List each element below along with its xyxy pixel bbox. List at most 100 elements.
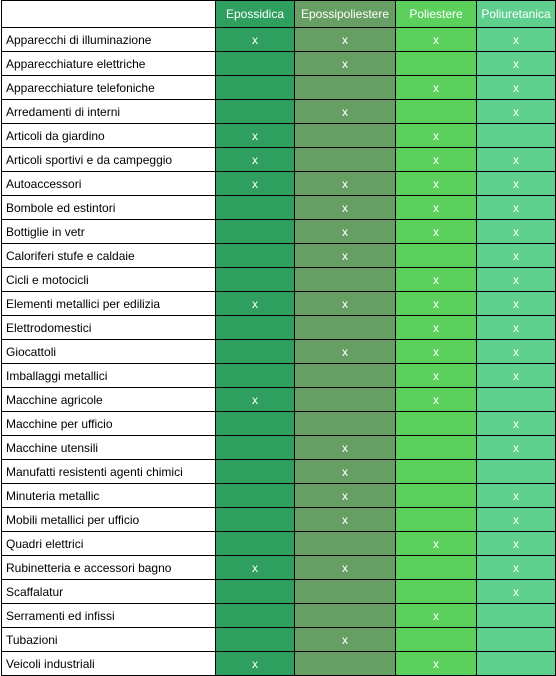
row-label: Bottiglie in vetr (1, 219, 216, 244)
table-row: Macchine utensili x x (1, 435, 556, 460)
mark-cell-poliestere: x (395, 75, 477, 100)
mark-cell-poliestere: x (395, 339, 477, 364)
mark-cell-epossipoliestere: x (294, 99, 396, 124)
table-row: Veicoli industriali x x (1, 651, 556, 676)
mark-cell-epossidica: x (215, 387, 295, 412)
table-row: Cicli e motocicli x x (1, 267, 556, 292)
header-row: Epossidica Epossipoliestere Poliestere P… (1, 0, 556, 28)
mark-cell-epossipoliestere: x (294, 291, 396, 316)
mark-cell-poliuretanica: x (476, 171, 556, 196)
mark-cell-poliestere (395, 555, 477, 580)
mark-cell-poliestere (395, 579, 477, 604)
table-row: Macchine agricole x x (1, 387, 556, 412)
table-row: Autoaccessori x x x x (1, 171, 556, 196)
mark-cell-epossidica (215, 459, 295, 484)
table-row: Bombole ed estintori x x x (1, 195, 556, 220)
row-label: Macchine per ufficio (1, 411, 216, 436)
header-corner-cell (1, 0, 216, 28)
mark-cell-epossidica: x (215, 291, 295, 316)
mark-cell-epossipoliestere (294, 531, 396, 556)
row-label: Quadri elettrici (1, 531, 216, 556)
table-row: Bottiglie in vetr x x x (1, 219, 556, 244)
mark-cell-poliuretanica (476, 627, 556, 652)
table-row: Mobili metallici per ufficio x x (1, 507, 556, 532)
mark-cell-epossidica (215, 267, 295, 292)
row-label: Macchine agricole (1, 387, 216, 412)
mark-cell-poliestere: x (395, 219, 477, 244)
mark-cell-poliuretanica: x (476, 291, 556, 316)
table-row: Minuteria metallic x x (1, 483, 556, 508)
mark-cell-epossipoliestere: x (294, 27, 396, 52)
mark-cell-poliestere: x (395, 147, 477, 172)
mark-cell-poliestere: x (395, 387, 477, 412)
mark-cell-poliestere (395, 507, 477, 532)
mark-cell-poliuretanica: x (476, 195, 556, 220)
mark-cell-poliuretanica: x (476, 483, 556, 508)
row-label: Imballaggi metallici (1, 363, 216, 388)
mark-cell-epossipoliestere (294, 147, 396, 172)
mark-cell-poliestere: x (395, 123, 477, 148)
table-row: Apparecchiature elettriche x x (1, 51, 556, 76)
mark-cell-epossidica (215, 195, 295, 220)
row-label: Macchine utensili (1, 435, 216, 460)
mark-cell-epossipoliestere: x (294, 627, 396, 652)
row-label: Bombole ed estintori (1, 195, 216, 220)
mark-cell-epossipoliestere (294, 75, 396, 100)
row-label: Manufatti resistenti agenti chimici (1, 459, 216, 484)
mark-cell-epossipoliestere: x (294, 435, 396, 460)
mark-cell-epossidica (215, 531, 295, 556)
table-row: Articoli da giardino x x (1, 123, 556, 148)
mark-cell-epossipoliestere (294, 579, 396, 604)
mark-cell-epossidica (215, 315, 295, 340)
mark-cell-poliuretanica: x (476, 27, 556, 52)
mark-cell-poliestere: x (395, 267, 477, 292)
mark-cell-poliuretanica: x (476, 51, 556, 76)
mark-cell-epossipoliestere (294, 267, 396, 292)
table-row: Apparecchiature telefoniche x x (1, 75, 556, 100)
row-label: Apparecchi di illuminazione (1, 27, 216, 52)
mark-cell-poliestere: x (395, 195, 477, 220)
table-row: Imballaggi metallici x x (1, 363, 556, 388)
mark-cell-poliuretanica: x (476, 363, 556, 388)
table-row: Rubinetteria e accessori bagno x x x (1, 555, 556, 580)
row-label: Articoli da giardino (1, 123, 216, 148)
mark-cell-poliuretanica: x (476, 267, 556, 292)
mark-cell-epossipoliestere (294, 363, 396, 388)
mark-cell-epossidica (215, 627, 295, 652)
mark-cell-epossidica (215, 603, 295, 628)
mark-cell-epossidica (215, 99, 295, 124)
table-row: Macchine per ufficio x (1, 411, 556, 436)
table-row: Articoli sportivi e da campeggio x x x (1, 147, 556, 172)
mark-cell-poliestere (395, 411, 477, 436)
mark-cell-epossidica (215, 579, 295, 604)
mark-cell-poliestere (395, 459, 477, 484)
mark-cell-epossipoliestere (294, 651, 396, 676)
mark-cell-poliuretanica (476, 651, 556, 676)
table-row: Elementi metallici per edilizia x x x x (1, 291, 556, 316)
mark-cell-epossipoliestere: x (294, 219, 396, 244)
mark-cell-epossipoliestere: x (294, 459, 396, 484)
row-label: Arredamenti di interni (1, 99, 216, 124)
mark-cell-epossidica (215, 507, 295, 532)
mark-cell-poliuretanica (476, 603, 556, 628)
mark-cell-poliestere (395, 627, 477, 652)
mark-cell-poliuretanica: x (476, 531, 556, 556)
mark-cell-poliuretanica (476, 387, 556, 412)
table-row: Serramenti ed infissi x (1, 603, 556, 628)
mark-cell-poliuretanica: x (476, 243, 556, 268)
row-label: Apparecchiature telefoniche (1, 75, 216, 100)
mark-cell-epossipoliestere (294, 387, 396, 412)
mark-cell-epossidica (215, 363, 295, 388)
table-row: Elettrodomestici x x (1, 315, 556, 340)
mark-cell-poliuretanica: x (476, 315, 556, 340)
row-label: Tubazioni (1, 627, 216, 652)
mark-cell-poliuretanica: x (476, 411, 556, 436)
mark-cell-epossipoliestere (294, 603, 396, 628)
mark-cell-poliestere (395, 435, 477, 460)
row-label: Caloriferi stufe e caldaie (1, 243, 216, 268)
mark-cell-epossidica: x (215, 555, 295, 580)
row-label: Cicli e motocicli (1, 267, 216, 292)
mark-cell-epossipoliestere: x (294, 483, 396, 508)
mark-cell-poliestere: x (395, 171, 477, 196)
table-row: Manufatti resistenti agenti chimici x (1, 459, 556, 484)
